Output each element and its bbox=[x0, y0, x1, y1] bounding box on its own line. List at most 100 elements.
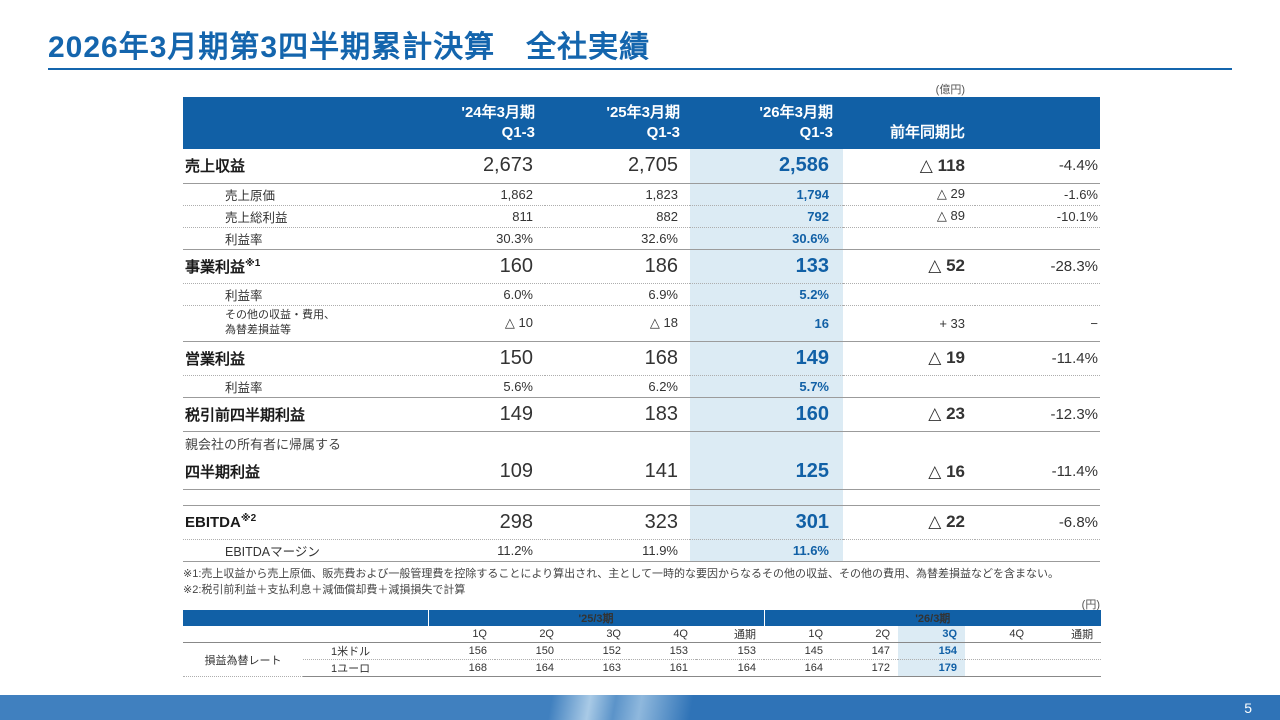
cell-v3: 160 bbox=[690, 397, 843, 432]
cell-pct: − bbox=[975, 305, 1100, 342]
row-label-cell: その他の収益・費用、 為替差損益等 bbox=[183, 305, 398, 342]
cell-v1: 149 bbox=[398, 397, 545, 432]
cell-v2: 141 bbox=[545, 455, 690, 490]
cell-pct: -11.4% bbox=[975, 455, 1100, 490]
row-label: その他の収益・費用、 為替差損益等 bbox=[225, 309, 335, 336]
row-label: 売上収益 bbox=[185, 158, 246, 176]
fx-rate-cell: 164 bbox=[495, 659, 562, 677]
table-row: 売上原価 1,862 1,823 1,794 △ 29 -1.6% bbox=[183, 183, 1100, 206]
fx-rate-cell: 145 bbox=[764, 642, 832, 660]
header-fy26-line2: Q1-3 bbox=[799, 123, 833, 141]
cell-yoy: + 33 bbox=[843, 305, 975, 342]
table-row: 売上収益 2,673 2,705 2,586 △ 118 -4.4% bbox=[183, 149, 1100, 184]
fx-rate-cell: 150 bbox=[495, 642, 562, 660]
header-fy24: '24年3月期 Q1-3 bbox=[398, 97, 545, 149]
fx-header-corner bbox=[183, 610, 428, 626]
cell-yoy: △ 89 bbox=[843, 205, 975, 228]
row-label-cell: EBITDAマージン bbox=[183, 539, 398, 562]
fx-rate-cell: 163 bbox=[562, 659, 629, 677]
fx-rate-cell bbox=[1032, 659, 1102, 677]
table-row: 利益率 5.6% 6.2% 5.7% bbox=[183, 375, 1100, 398]
row-label: 利益率 bbox=[225, 380, 263, 395]
table-row: EBITDA※2 298 323 301 △ 22 -6.8% bbox=[183, 505, 1100, 540]
cell-yoy bbox=[843, 539, 975, 562]
cell-yoy bbox=[843, 227, 975, 250]
cell-v2 bbox=[545, 489, 690, 506]
fx-quarter-header: 1Q bbox=[764, 626, 832, 643]
cell-v1 bbox=[398, 431, 545, 455]
table-row: 売上総利益 811 882 792 △ 89 -10.1% bbox=[183, 205, 1100, 228]
fx-rate-cell bbox=[1032, 642, 1102, 660]
cell-v1: 5.6% bbox=[398, 375, 545, 398]
cell-pct: -6.8% bbox=[975, 505, 1100, 540]
header-fy26-line1: '26年3月期 bbox=[759, 103, 833, 121]
row-label-cell: 利益率 bbox=[183, 375, 398, 398]
cell-v2: 186 bbox=[545, 249, 690, 284]
cell-pct bbox=[975, 283, 1100, 306]
cell-pct bbox=[975, 375, 1100, 398]
cell-yoy: △ 118 bbox=[843, 149, 975, 184]
cell-v1 bbox=[398, 489, 545, 506]
row-label-cell: 売上収益 bbox=[183, 149, 398, 184]
fx-rate-cell bbox=[965, 642, 1033, 660]
cell-pct bbox=[975, 431, 1100, 455]
cell-v2 bbox=[545, 431, 690, 455]
fx-rate-cell: 168 bbox=[428, 659, 495, 677]
cell-yoy: △ 52 bbox=[843, 249, 975, 284]
cell-yoy bbox=[843, 431, 975, 455]
cell-pct bbox=[975, 227, 1100, 250]
footnote-marker: ※1 bbox=[245, 257, 261, 269]
cell-yoy: △ 19 bbox=[843, 341, 975, 376]
row-label: 税引前四半期利益 bbox=[185, 406, 306, 424]
main-table-body: 売上収益 2,673 2,705 2,586 △ 118 -4.4% 売上原価 1,862 1,… bbox=[183, 149, 1100, 562]
fx-quarter-empty bbox=[183, 626, 428, 643]
fx-group-fy26: '26/3期 bbox=[763, 610, 1102, 626]
title-divider bbox=[48, 68, 1232, 70]
cell-v3: 125 bbox=[690, 455, 843, 490]
cell-v3: 149 bbox=[690, 341, 843, 376]
table-row: 税引前四半期利益 149 183 160 △ 23 -12.3% bbox=[183, 397, 1100, 432]
header-fy25: '25年3月期 Q1-3 bbox=[545, 97, 690, 149]
cell-yoy bbox=[843, 489, 975, 506]
unit-label-oku-yen: (億円) bbox=[935, 84, 965, 96]
cell-v3: 5.2% bbox=[690, 283, 843, 306]
cell-v3: 5.7% bbox=[690, 375, 843, 398]
cell-v1: 2,673 bbox=[398, 149, 545, 184]
header-fy24-line1: '24年3月期 bbox=[461, 103, 535, 121]
cell-v1: 1,862 bbox=[398, 183, 545, 206]
page-number: 5 bbox=[1244, 699, 1252, 716]
cell-v2: 6.9% bbox=[545, 283, 690, 306]
row-label: 利益率 bbox=[225, 232, 263, 247]
fx-group-header-row: '25/3期 '26/3期 bbox=[183, 610, 1102, 626]
header-fy24-line2: Q1-3 bbox=[501, 123, 535, 141]
fx-quarter-header: 4Q bbox=[629, 626, 696, 643]
cell-v1: △ 10 bbox=[398, 305, 545, 342]
header-yoy: 前年同期比 bbox=[843, 97, 975, 149]
fx-quarter-header: 3Q bbox=[898, 626, 966, 643]
row-label-cell: 利益率 bbox=[183, 227, 398, 250]
cell-pct: -10.1% bbox=[975, 205, 1100, 228]
fx-quarter-header: 通期 bbox=[696, 626, 765, 643]
table-row: 事業利益※1 160 186 133 △ 52 -28.3% bbox=[183, 249, 1100, 284]
row-label-cell: EBITDA※2 bbox=[183, 505, 398, 540]
table-row bbox=[183, 489, 1100, 506]
fx-rate-table: '25/3期 '26/3期 1Q 2Q 3Q 4Q 通期 1Q 2Q 3Q 4Q 通期 損益為替レ… bbox=[183, 610, 1102, 677]
row-label: 事業利益 bbox=[185, 258, 246, 276]
cell-v3: 792 bbox=[690, 205, 843, 228]
header-pct bbox=[975, 97, 1100, 149]
table-row: 営業利益 150 168 149 △ 19 -11.4% bbox=[183, 341, 1100, 376]
cell-v1: 11.2% bbox=[398, 539, 545, 562]
cell-pct: -4.4% bbox=[975, 149, 1100, 184]
financial-results-table: '24年3月期 Q1-3 '25年3月期 Q1-3 '26年3月期 Q1-3 前… bbox=[183, 97, 1100, 562]
header-empty bbox=[183, 97, 398, 149]
fx-rate-cell: 153 bbox=[696, 642, 765, 660]
cell-yoy bbox=[843, 375, 975, 398]
footnote-marker: ※2 bbox=[240, 513, 257, 524]
cell-pct: -11.4% bbox=[975, 341, 1100, 376]
cell-pct bbox=[975, 539, 1100, 562]
cell-v2: △ 18 bbox=[545, 305, 690, 342]
cell-v1: 811 bbox=[398, 205, 545, 228]
table-header-row: '24年3月期 Q1-3 '25年3月期 Q1-3 '26年3月期 Q1-3 前… bbox=[183, 97, 1100, 149]
table-row: 利益率 30.3% 32.6% 30.6% bbox=[183, 227, 1100, 250]
row-label: 親会社の所有者に帰属する bbox=[185, 436, 342, 452]
